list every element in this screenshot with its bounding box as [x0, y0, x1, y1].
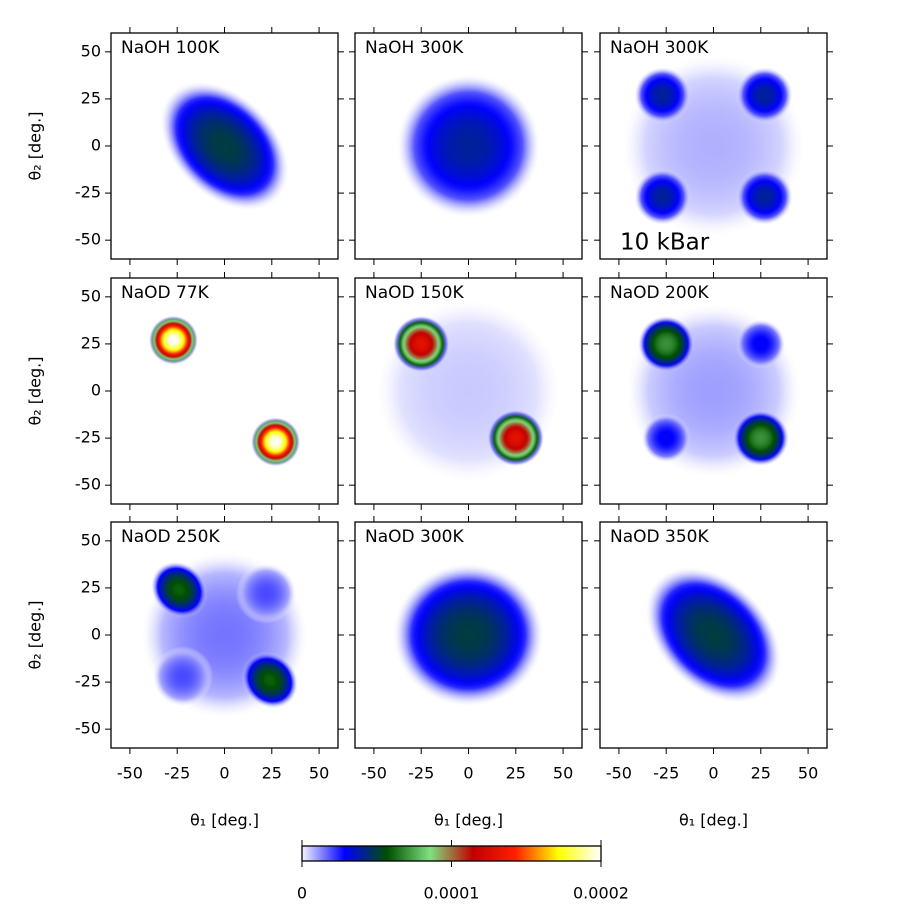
colorbar — [301, 845, 602, 862]
y-tick-label: -50 — [75, 719, 101, 738]
heatmap-density — [396, 74, 541, 218]
heatmap-density — [392, 315, 450, 373]
y-tick-label: 25 — [81, 333, 101, 352]
heatmap-area — [111, 522, 338, 748]
y-tick-label: 25 — [81, 88, 101, 107]
heatmap-density — [634, 66, 691, 124]
x-tick-label: 0 — [463, 764, 473, 783]
heatmap-area — [355, 278, 582, 504]
colorbar-tick-label: 0.0002 — [573, 884, 629, 903]
x-axis-label: θ₁ [deg.] — [190, 811, 259, 830]
y-tick-label: -25 — [75, 672, 101, 691]
y-tick-label: 0 — [91, 625, 101, 644]
y-tick-label: -50 — [75, 475, 101, 494]
heatmap-area — [111, 33, 338, 259]
x-tick-label: -25 — [653, 764, 679, 783]
heatmap-density — [152, 646, 214, 707]
heatmap-area — [600, 33, 827, 259]
heatmap-density — [148, 315, 199, 365]
y-tick-label: -25 — [75, 428, 101, 447]
y-axis-label: θ₂ [deg.] — [26, 111, 45, 180]
x-tick-label: -50 — [606, 764, 632, 783]
heatmap-area — [600, 278, 827, 504]
heatmap-density — [645, 566, 782, 704]
x-tick-label: 0 — [219, 764, 229, 783]
panel-title: NaOD 150K — [365, 283, 464, 303]
y-tick-label: 50 — [81, 530, 101, 549]
heatmap-density — [250, 417, 301, 467]
y-axis-label: θ₂ [deg.] — [26, 356, 45, 425]
heatmap-area — [355, 33, 582, 259]
x-tick-label: 25 — [506, 764, 526, 783]
x-tick-label: 0 — [708, 764, 718, 783]
x-tick-label: -25 — [408, 764, 434, 783]
heatmap-density — [736, 66, 793, 124]
y-tick-label: -25 — [75, 183, 101, 202]
x-tick-label: 50 — [553, 764, 573, 783]
heatmap-density — [641, 413, 691, 463]
heatmap-density — [637, 315, 695, 373]
y-tick-label: 0 — [91, 381, 101, 400]
heatmap-density — [487, 409, 545, 467]
x-tick-label: 25 — [751, 764, 771, 783]
panel-title: NaOD 350K — [610, 527, 709, 547]
heatmap-density — [235, 563, 297, 624]
x-tick-label: -25 — [164, 764, 190, 783]
panel-title: NaOH 100K — [121, 38, 220, 58]
heatmap-area — [600, 522, 827, 748]
panel-title: NaOD 200K — [610, 283, 709, 303]
panel-title: NaOD 250K — [121, 527, 220, 547]
panel-title: NaOH 300K — [365, 38, 464, 58]
x-tick-label: 50 — [798, 764, 818, 783]
y-tick-label: -50 — [75, 230, 101, 249]
plot-background — [111, 278, 338, 504]
heatmap-area — [355, 522, 582, 748]
annotation: 10 kBar — [620, 230, 710, 256]
x-axis-label: θ₁ [deg.] — [679, 811, 748, 830]
heatmap-density — [634, 168, 691, 226]
panel-title: NaOD 77K — [121, 283, 210, 303]
x-tick-label: 50 — [309, 764, 329, 783]
y-axis-label: θ₂ [deg.] — [26, 600, 45, 669]
panel-title: NaOH 300K — [610, 38, 709, 58]
heatmap-density — [736, 168, 793, 226]
heatmap-area — [111, 278, 338, 504]
x-axis-label: θ₁ [deg.] — [434, 811, 503, 830]
x-tick-label: -50 — [117, 764, 143, 783]
y-tick-label: 50 — [81, 41, 101, 60]
y-tick-label: 25 — [81, 577, 101, 596]
heatmap-density — [732, 409, 790, 467]
y-tick-label: 0 — [91, 136, 101, 155]
colorbar-tick-label: 0.0001 — [424, 884, 480, 903]
panel-title: NaOD 300K — [365, 527, 464, 547]
heatmap-density — [736, 319, 786, 369]
x-tick-label: 25 — [262, 764, 282, 783]
x-tick-label: -50 — [361, 764, 387, 783]
heatmap-density — [150, 561, 208, 619]
heatmap-density — [392, 563, 545, 707]
heatmap-density — [241, 651, 299, 709]
colorbar-tick-label: 0 — [297, 884, 307, 903]
heatmap-density — [160, 81, 289, 211]
y-tick-label: 50 — [81, 286, 101, 305]
